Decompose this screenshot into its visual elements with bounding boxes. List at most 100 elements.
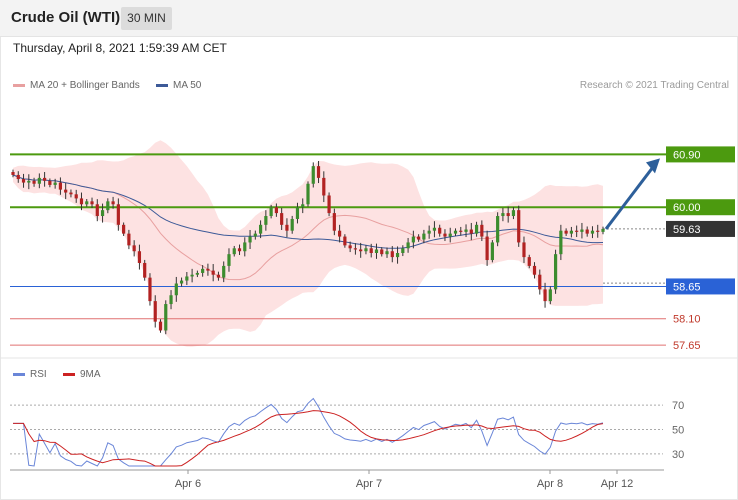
current-price-label: 59.63 (673, 224, 701, 236)
candle (169, 290, 173, 310)
resistance-label: 60.00 (673, 202, 701, 214)
candle-body (74, 194, 78, 199)
candle-body (11, 172, 15, 175)
candle-body (95, 204, 99, 217)
legend-ma50-label: MA 50 (173, 80, 202, 91)
candle (116, 198, 120, 231)
candle (417, 234, 421, 242)
candle-body (137, 251, 142, 263)
candle-body (496, 216, 500, 243)
candle (459, 226, 463, 236)
candle-body (211, 270, 215, 275)
candle-body (417, 236, 421, 240)
candle (280, 207, 284, 230)
candle (174, 276, 178, 302)
candle-body (85, 201, 89, 205)
candle (448, 227, 452, 243)
candle-body (148, 277, 152, 302)
candle-body (575, 230, 579, 232)
support-label-box (666, 278, 735, 295)
candle-body (127, 233, 131, 246)
candle (353, 243, 358, 255)
candle-body (16, 174, 20, 180)
candle (395, 246, 400, 264)
x-tick-label: Apr 8 (537, 478, 563, 490)
bollinger-band (13, 140, 603, 347)
candle (21, 173, 26, 188)
candle (559, 224, 563, 261)
candle-body (58, 182, 63, 190)
candle-body (21, 179, 26, 183)
candle-body (248, 236, 252, 243)
candle-body (438, 227, 442, 234)
candle-body (69, 192, 73, 195)
candle-body (253, 233, 257, 237)
candle (95, 199, 99, 222)
legend-rsi-ma: 9MA (63, 369, 101, 380)
candle (390, 246, 394, 263)
candle-body (390, 251, 394, 258)
candle-body (348, 245, 352, 249)
candle-body (427, 230, 431, 234)
candle (311, 162, 315, 188)
candle-body (395, 252, 400, 258)
candle-body (543, 289, 547, 302)
candle (585, 226, 589, 237)
candle (100, 203, 105, 223)
candle (522, 236, 526, 263)
candle-body (32, 180, 36, 184)
candle-body (48, 180, 52, 185)
candle-body (559, 230, 563, 255)
candle (295, 202, 300, 224)
rsi-ma-swatch (63, 372, 75, 376)
ma50-swatch (156, 83, 168, 87)
header-bar: Crude Oil (WTI) 30 MIN (0, 0, 738, 37)
candle (222, 261, 226, 283)
candle-body (164, 304, 168, 331)
candle (575, 225, 579, 238)
candle-body (532, 265, 537, 275)
resistance-label-box (666, 199, 735, 216)
candle-body (338, 230, 342, 237)
projection-arrow (604, 163, 657, 230)
candle (264, 210, 268, 231)
candle-body (359, 249, 363, 252)
candle (501, 207, 505, 222)
candle (132, 240, 136, 257)
candle (322, 171, 326, 203)
candle-body (469, 229, 473, 234)
x-tick-label: Apr 7 (356, 478, 382, 490)
candle (127, 229, 131, 250)
resistance-label: 60.90 (673, 149, 701, 161)
candle (243, 237, 247, 257)
candle (469, 222, 473, 241)
candle (517, 205, 521, 247)
rsi-tick-label: 50 (672, 425, 684, 437)
candle-body (90, 201, 94, 205)
candle (16, 171, 20, 183)
timeframe-badge[interactable]: 30 MIN (121, 7, 172, 30)
candle (79, 192, 84, 211)
candle (511, 207, 516, 220)
candle (364, 245, 368, 255)
candle (406, 237, 410, 253)
candle-body (295, 207, 300, 219)
candle (464, 224, 468, 238)
candle-body (222, 265, 226, 278)
rsi-tick-label: 70 (672, 400, 684, 412)
rsi-tick-label: 30 (672, 449, 684, 461)
candle (164, 300, 168, 335)
candle-body (380, 249, 384, 255)
candle-body (37, 177, 41, 184)
candle (153, 295, 157, 328)
candle-body (443, 233, 447, 237)
candle-body (316, 166, 321, 178)
candle (53, 178, 57, 189)
candle (106, 198, 110, 214)
candle-body (506, 213, 510, 217)
candle (374, 243, 379, 259)
candle-body (100, 210, 105, 217)
candle-body (216, 274, 221, 278)
candle-body (306, 183, 310, 205)
